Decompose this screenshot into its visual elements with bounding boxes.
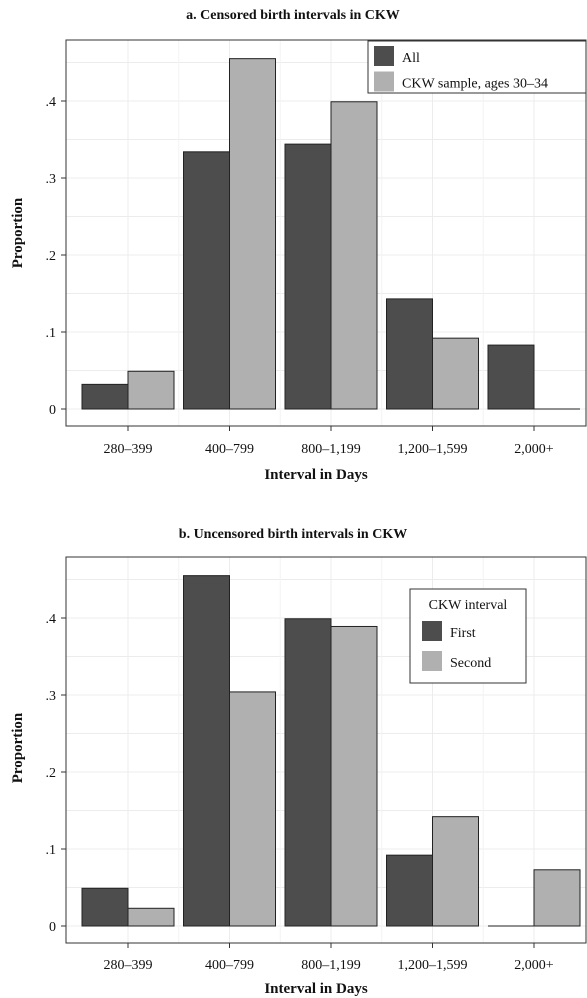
legend-label-1: First <box>450 626 476 641</box>
y-tick-label: .4 <box>46 612 57 627</box>
bar-1-5 <box>487 344 535 410</box>
x-tick-label: 2,000+ <box>514 958 554 973</box>
y-tick-label: 0 <box>49 920 56 935</box>
x-tick-label: 800–1,199 <box>301 958 361 973</box>
x-tick-label: 1,200–1,599 <box>398 442 468 457</box>
x-tick-label: 800–1,199 <box>301 442 361 457</box>
bar-2-1 <box>127 370 175 410</box>
x-axis-title: Interval in Days <box>264 981 368 997</box>
x-tick-label: 1,200–1,599 <box>398 958 468 973</box>
y-tick-label: .2 <box>46 766 57 781</box>
x-tick-label: 400–799 <box>205 442 254 457</box>
y-tick-label: .4 <box>46 95 57 110</box>
y-tick-label: .3 <box>46 172 57 187</box>
legend: All CKW sample, ages 30–34 <box>367 40 587 94</box>
chart-title: b. Uncensored birth intervals in CKW <box>179 527 407 542</box>
x-tick-label: 280–399 <box>104 442 153 457</box>
legend-swatch-1 <box>422 621 442 641</box>
y-tick-label: .1 <box>46 326 57 341</box>
plot-frame <box>65 556 587 944</box>
bar-2-1 <box>127 907 175 927</box>
chart-panel-1: a. Censored birth intervals in CKW 0 .1 .2.… <box>10 8 587 483</box>
chart-title: a. Censored birth intervals in CKW <box>186 8 400 23</box>
bar-1-2 <box>183 575 230 927</box>
bar-1-3 <box>284 143 332 410</box>
bar-2-5 <box>533 869 581 927</box>
bar-1-4 <box>386 854 433 927</box>
legend-swatch-2 <box>422 651 442 671</box>
bar-2-4 <box>432 816 479 927</box>
x-tick-label: 280–399 <box>104 958 153 973</box>
bar-1-2 <box>183 151 230 410</box>
legend-label-1: All <box>402 51 420 66</box>
legend-title: CKW interval <box>429 598 508 613</box>
y-axis-title: Proportion <box>10 712 26 783</box>
bar-2-4 <box>432 337 479 410</box>
legend-swatch-1 <box>374 46 394 66</box>
legend-label-2: CKW sample, ages 30–34 <box>402 77 548 92</box>
bar-2-3 <box>330 101 378 410</box>
y-axis-title: Proportion <box>10 197 26 268</box>
bar-1-1 <box>81 887 129 927</box>
legend-label-2: Second <box>450 656 491 671</box>
y-tick-label: .3 <box>46 689 57 704</box>
x-tick-label: 2,000+ <box>514 442 554 457</box>
bar-2-3 <box>330 625 378 927</box>
legend-swatch-2 <box>374 71 394 92</box>
chart-panel-2: b. Uncensored birth intervals in CKW 0 .1.… <box>10 527 587 997</box>
y-tick-label: .1 <box>46 843 57 858</box>
bar-1-4 <box>386 298 433 410</box>
y-tick-label: .2 <box>46 249 57 264</box>
bar-1-3 <box>284 618 332 927</box>
x-tick-label: 400–799 <box>205 958 254 973</box>
legend-box <box>367 40 587 94</box>
legend: CKW interval First Second <box>409 588 527 684</box>
x-axis-title: Interval in Days <box>264 467 368 483</box>
y-tick-label: 0 <box>49 403 56 418</box>
plot-frame <box>65 39 587 427</box>
bar-2-2 <box>229 691 276 927</box>
bar-1-1 <box>81 383 129 410</box>
bar-2-2 <box>229 58 276 410</box>
